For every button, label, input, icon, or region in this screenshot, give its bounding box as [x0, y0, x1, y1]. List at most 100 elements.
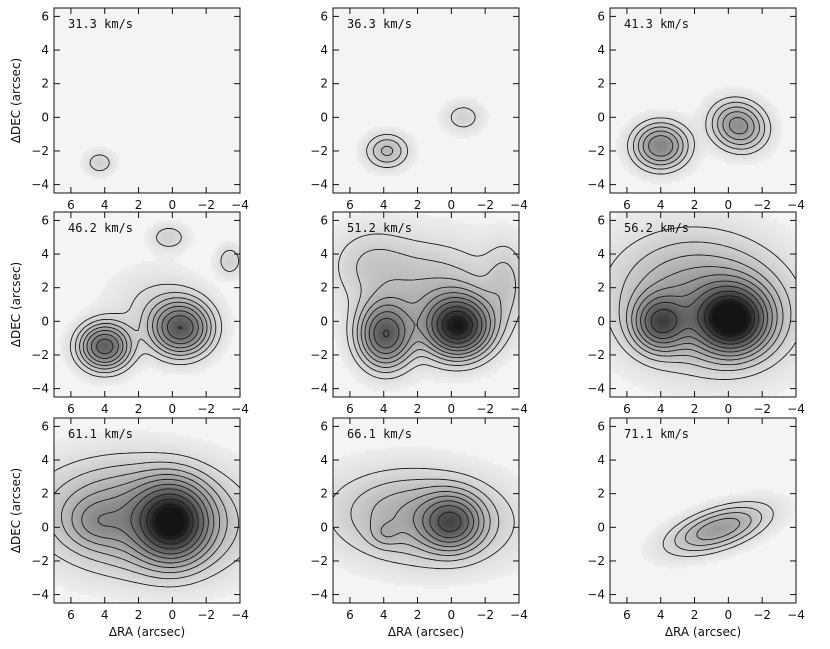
y-tick-label: 6	[320, 9, 328, 23]
x-tick-label: 4	[380, 198, 388, 212]
contour-line	[618, 241, 792, 372]
y-tick-label: 2	[41, 77, 49, 91]
x-tick-label: −4	[510, 608, 528, 622]
y-tick-label: 2	[597, 487, 605, 501]
x-axis-label: ΔRA (arcsec)	[109, 625, 185, 639]
x-tick-label: 2	[135, 198, 143, 212]
x-tick-label: 2	[135, 608, 143, 622]
velocity-label: 56.2 km/s	[624, 221, 689, 235]
x-tick-label: 6	[346, 608, 354, 622]
x-tick-label: 4	[101, 402, 109, 416]
y-tick-label: 0	[597, 314, 605, 328]
x-tick-label: 0	[169, 402, 177, 416]
y-tick-label: 0	[597, 520, 605, 534]
contour-line	[350, 478, 500, 562]
x-tick-label: −4	[787, 608, 805, 622]
x-tick-label: 0	[448, 608, 456, 622]
y-tick-label: 6	[320, 419, 328, 433]
y-tick-label: 4	[41, 453, 49, 467]
contour-line	[81, 478, 215, 564]
y-tick-label: 6	[41, 9, 49, 23]
y-tick-label: 2	[320, 281, 328, 295]
contour-line	[360, 286, 496, 364]
contour-line	[644, 285, 764, 349]
contour-line	[648, 117, 749, 157]
contour-line	[97, 483, 209, 559]
y-tick-label: −2	[31, 348, 49, 362]
contour-line	[69, 228, 240, 378]
y-tick-label: 2	[41, 281, 49, 295]
x-tick-label: 6	[346, 402, 354, 416]
y-tick-label: 0	[597, 110, 605, 124]
y-tick-label: −2	[587, 144, 605, 158]
contour-line	[684, 512, 752, 546]
y-tick-label: 2	[320, 487, 328, 501]
contour-line	[447, 316, 468, 335]
intensity-map	[610, 8, 796, 193]
y-tick-label: −2	[310, 348, 328, 362]
contour-line	[627, 96, 772, 175]
channel-panel: 6 4 2 0 −2 −4 −4 −2 0 2 4 6 31.3 km/s ΔDEC (arcsec)	[9, 7, 249, 212]
panel-frame	[332, 7, 520, 194]
contour-line	[356, 277, 502, 368]
x-tick-label: 6	[623, 198, 631, 212]
y-tick-label: 2	[597, 77, 605, 91]
contour-line	[422, 500, 475, 543]
contour-line	[709, 299, 751, 337]
x-tick-label: 2	[691, 402, 699, 416]
velocity-label: 36.3 km/s	[347, 17, 412, 31]
y-tick-label: 4	[597, 43, 605, 57]
contour-line	[674, 506, 763, 552]
intensity-map	[610, 212, 796, 397]
contour-line	[373, 301, 483, 349]
contour-line	[372, 139, 402, 163]
y-tick-label: 4	[597, 453, 605, 467]
x-tick-label: 6	[67, 608, 75, 622]
contour-line	[642, 111, 755, 162]
x-tick-label: 0	[725, 402, 733, 416]
contour-line	[89, 154, 110, 172]
contour-line	[412, 495, 480, 548]
x-axis-label: ΔRA (arcsec)	[388, 625, 464, 639]
x-tick-label: 2	[691, 198, 699, 212]
velocity-label: 61.1 km/s	[68, 427, 133, 441]
panel-frame	[53, 7, 241, 194]
contour-line	[368, 297, 487, 354]
y-tick-label: −2	[587, 554, 605, 568]
y-tick-label: −2	[310, 144, 328, 158]
contour-line	[703, 295, 755, 341]
y-tick-label: 0	[320, 110, 328, 124]
contour-line	[79, 297, 212, 370]
x-tick-label: 0	[169, 198, 177, 212]
velocity-label: 66.1 km/s	[347, 427, 412, 441]
channel-panel: 6 4 2 0 −2 −4 −4 −2 0 2 4 6 66.1 km/s ΔRA (arcsec)	[310, 417, 528, 639]
y-tick-label: 4	[320, 247, 328, 261]
y-tick-label: 6	[597, 213, 605, 227]
velocity-label: 31.3 km/s	[68, 17, 133, 31]
y-tick-label: −2	[587, 348, 605, 362]
contour-line	[366, 107, 476, 168]
y-tick-label: 6	[41, 419, 49, 433]
contour-line	[71, 474, 221, 568]
contour-line	[696, 517, 741, 541]
contour-line	[626, 254, 784, 366]
y-tick-label: 4	[320, 453, 328, 467]
x-tick-label: 0	[169, 608, 177, 622]
panel-frame	[609, 211, 797, 398]
y-tick-label: 0	[320, 314, 328, 328]
contour-line	[130, 488, 204, 555]
y-tick-label: −4	[31, 178, 49, 192]
y-tick-label: 0	[41, 314, 49, 328]
x-tick-label: −2	[476, 402, 494, 416]
contour-line	[60, 468, 228, 574]
contour-line	[369, 485, 491, 556]
y-axis-label: ΔDEC (arcsec)	[9, 468, 23, 553]
panel-frame	[609, 417, 797, 604]
velocity-label: 71.1 km/s	[624, 427, 689, 441]
contour-line	[152, 503, 189, 540]
x-tick-label: 6	[623, 608, 631, 622]
x-tick-label: 2	[135, 402, 143, 416]
intensity-map	[54, 8, 240, 193]
x-tick-label: 0	[448, 198, 456, 212]
